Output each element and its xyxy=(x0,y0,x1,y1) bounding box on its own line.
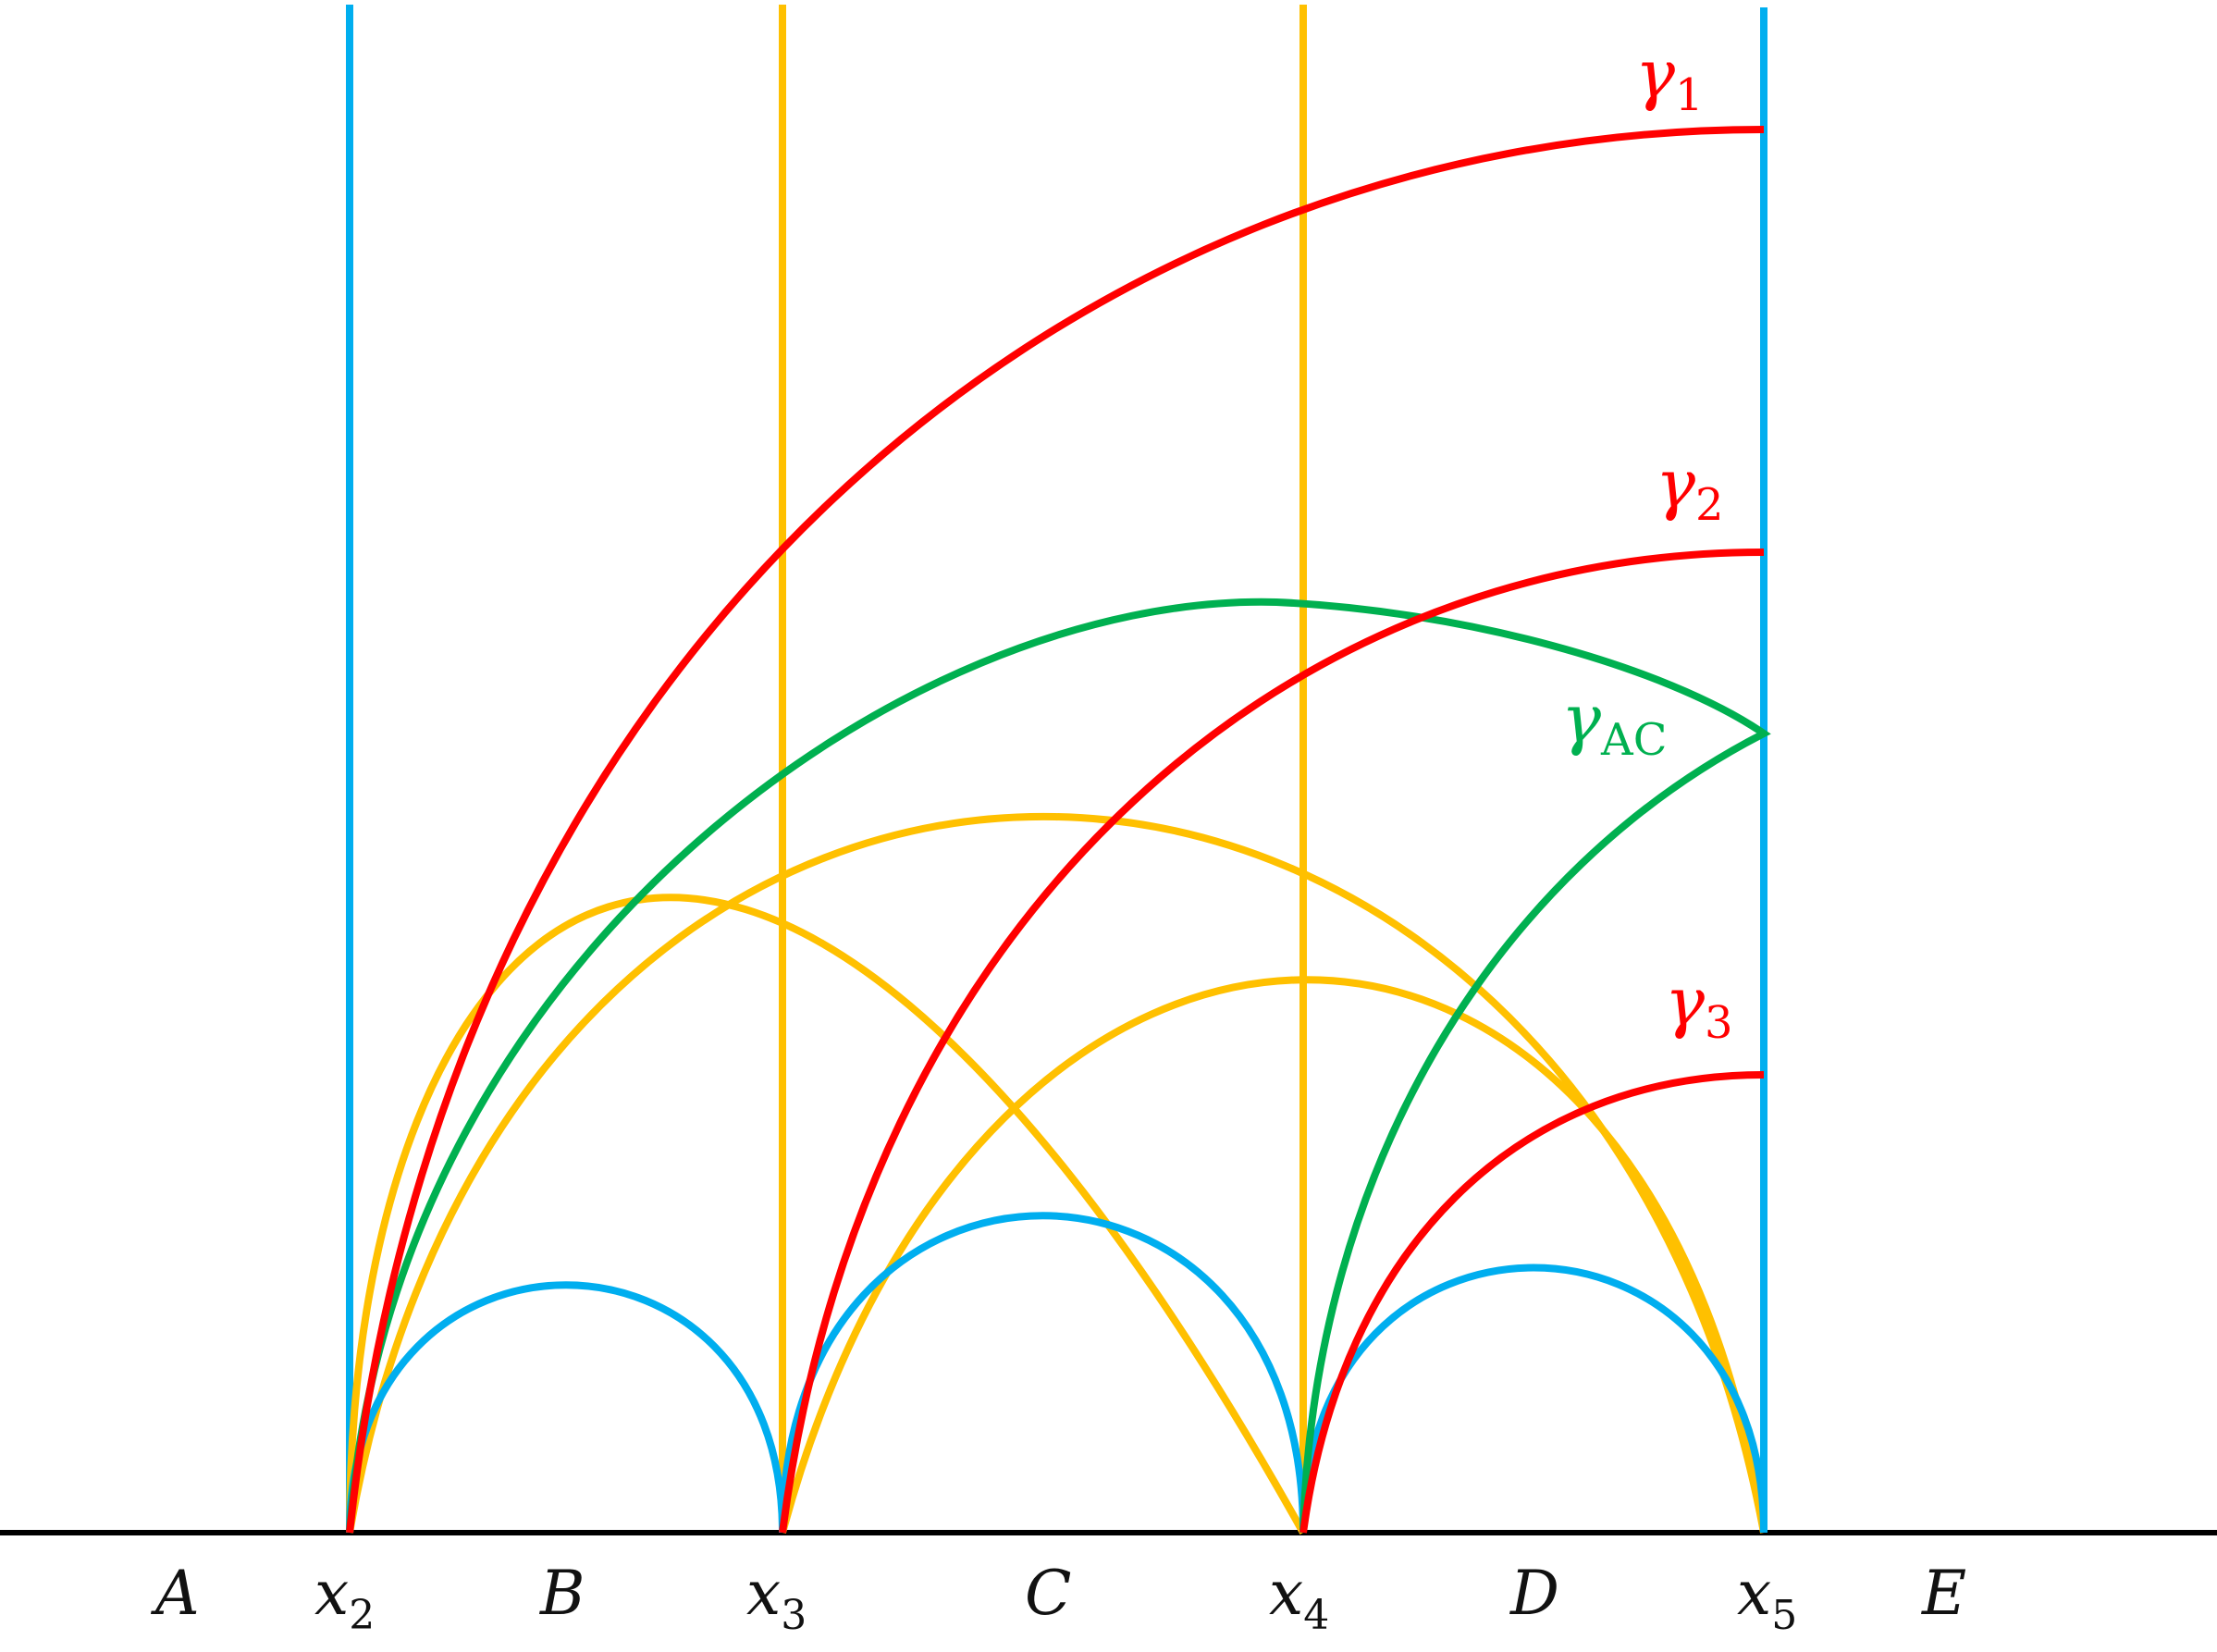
blue-arc-x2-x3 xyxy=(346,1281,786,1534)
gamma-3-curve xyxy=(1299,1071,1765,1534)
axis-label-x2: x2 xyxy=(314,1558,375,1639)
gamma-2-curve xyxy=(779,549,1765,1534)
gamma-ac-curve xyxy=(346,598,1771,1534)
gamma-1-label: γ1 xyxy=(1635,35,1704,121)
gold-arc-x2-x5 xyxy=(346,813,1767,1534)
blue-arc-x3-x4 xyxy=(779,1212,1307,1534)
axis-label-D: D xyxy=(1509,1558,1559,1629)
gamma-2-label: γ2 xyxy=(1656,445,1724,531)
gold-arc-x3-x5 xyxy=(779,976,1767,1535)
axis-label-C: C xyxy=(1025,1558,1072,1629)
axis-label-B: B xyxy=(539,1558,585,1629)
gamma-3-label: γ3 xyxy=(1665,963,1733,1049)
axis-label-E: E xyxy=(1921,1558,1966,1629)
axis-label-x3: x3 xyxy=(746,1558,807,1639)
gamma-1-curve xyxy=(346,126,1765,1534)
axis-label-A: A xyxy=(150,1558,200,1629)
gamma-ac-label: γAC xyxy=(1561,680,1667,766)
axis-label-x5: x5 xyxy=(1737,1558,1797,1639)
gold-arc-x2-x4 xyxy=(346,894,1307,1535)
axis-label-x4: x4 xyxy=(1269,1558,1329,1639)
